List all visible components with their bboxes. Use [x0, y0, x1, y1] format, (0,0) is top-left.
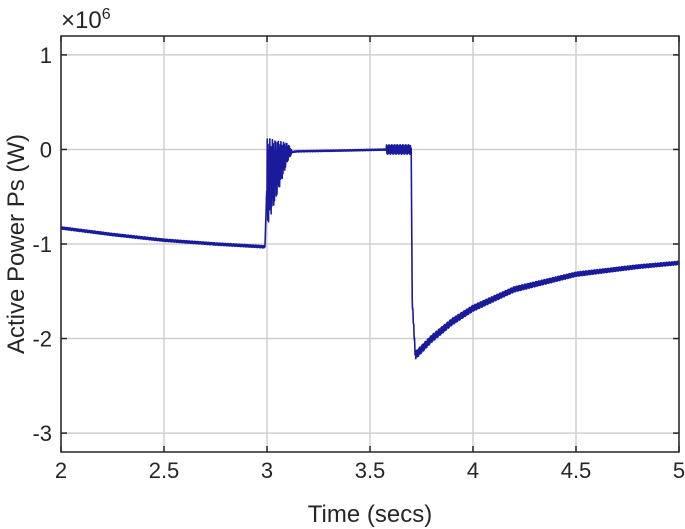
y-tick-label: -2 [32, 327, 52, 352]
x-tick-label: 4.5 [561, 458, 592, 483]
x-tick-label: 3.5 [355, 458, 386, 483]
series-line [60, 138, 680, 360]
y-tick-label: -3 [32, 421, 52, 446]
x-tick-label: 3 [261, 458, 273, 483]
x-tick-label: 2.5 [149, 458, 180, 483]
x-tick-label: 5 [673, 458, 685, 483]
ticks: 2 2.5 3 3.5 4 4.5 5 1 0 -1 -2 -3 [32, 36, 685, 483]
x-axis-title: Time (secs) [308, 501, 432, 528]
series-layer [60, 138, 680, 360]
y-tick-label: 1 [40, 43, 52, 68]
x-tick-label: 2 [55, 458, 67, 483]
y-exponent-base: ×10 [61, 7, 102, 34]
y-axis-title: Active Power Ps (W) [3, 134, 30, 354]
y-exponent-power: 6 [102, 6, 111, 23]
grid [60, 36, 680, 452]
y-tick-label: 0 [40, 137, 52, 162]
x-tick-label: 4 [467, 458, 479, 483]
y-tick-label: -1 [32, 232, 52, 257]
y-exponent-label: ×106 [61, 6, 111, 34]
